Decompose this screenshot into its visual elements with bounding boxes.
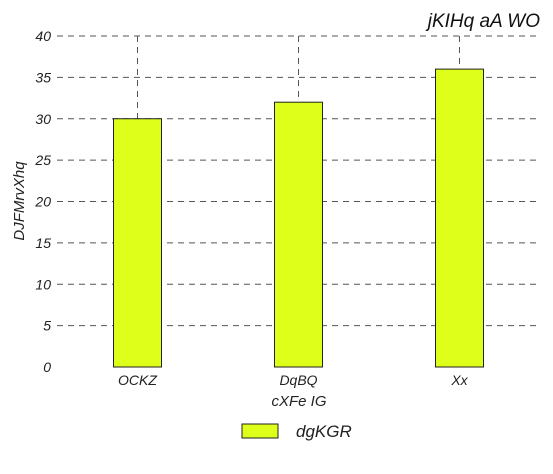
bar bbox=[274, 101, 323, 368]
x-tick-label: Xx bbox=[450, 372, 468, 388]
x-axis-ticks: OCKZ DqBQ Xx bbox=[118, 372, 469, 388]
x-tick-label: DqBQ bbox=[279, 372, 317, 388]
y-axis-title: DJFMrvXhq bbox=[11, 161, 28, 241]
y-tick-label: 15 bbox=[35, 235, 51, 251]
legend-label: dgKGR bbox=[296, 422, 352, 441]
y-axis-ticks: 0 5 10 15 20 25 30 35 40 bbox=[34, 28, 51, 375]
legend: dgKGR bbox=[241, 422, 352, 441]
y-tick-label: 40 bbox=[35, 28, 51, 44]
x-axis-title: cXFe IG bbox=[271, 393, 326, 410]
y-tick-label: 20 bbox=[34, 194, 51, 210]
y-tick-label: 0 bbox=[43, 359, 51, 375]
bars bbox=[113, 68, 484, 368]
y-tick-label: 25 bbox=[34, 152, 51, 168]
y-tick-label: 35 bbox=[35, 69, 51, 85]
bar bbox=[435, 68, 484, 368]
x-tick-label: OCKZ bbox=[118, 372, 157, 388]
legend-swatch bbox=[241, 423, 279, 439]
y-tick-label: 10 bbox=[35, 276, 51, 292]
y-tick-label: 30 bbox=[35, 111, 51, 127]
y-tick-label: 5 bbox=[43, 318, 51, 334]
chart-title: jKIHq aA WO bbox=[425, 11, 540, 32]
bar bbox=[113, 118, 162, 368]
